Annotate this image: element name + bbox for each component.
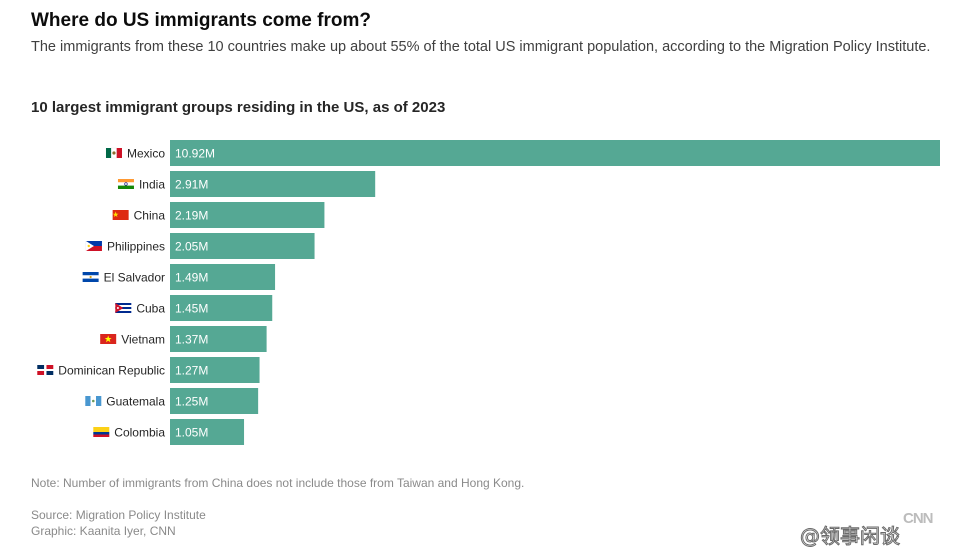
flag-stripe [115, 311, 132, 313]
flag-stripe [85, 396, 91, 406]
category-label: Dominican Republic [58, 364, 165, 378]
flag-triangle [115, 303, 124, 313]
data-label: 2.91M [175, 178, 208, 192]
flag-guatemala-icon [85, 396, 102, 406]
flag-india-icon [117, 179, 134, 189]
data-label: 2.19M [175, 209, 208, 223]
flag-mexico-icon [105, 147, 122, 159]
flag-stripe [82, 272, 99, 276]
flag-star [112, 211, 119, 217]
flag-star [116, 307, 119, 309]
category-label: Colombia [114, 426, 165, 440]
flag-dominican-republic-icon [37, 365, 54, 375]
flag-philippines-icon [85, 241, 102, 251]
weibo-watermark: @领事闲谈 [800, 524, 901, 549]
flag-stripe [93, 427, 110, 432]
category-label: Mexico [127, 147, 165, 161]
category-label: El Salvador [104, 271, 165, 285]
data-label: 2.05M [175, 240, 208, 254]
category-label: Vietnam [121, 333, 165, 347]
data-label: 1.37M [175, 333, 208, 347]
chart-credits: Source: Migration Policy Institute Graph… [31, 507, 206, 539]
flag-quarter [37, 371, 45, 375]
flag-stripe [117, 179, 134, 183]
flag-stripe [116, 148, 122, 158]
flag-stripe [85, 246, 102, 251]
category-label: Philippines [107, 240, 165, 254]
category-label: Guatemala [106, 395, 165, 409]
flag-field [112, 210, 129, 220]
data-label: 1.49M [175, 271, 208, 285]
data-label: 1.45M [175, 302, 208, 316]
flag-star [104, 335, 112, 343]
source-text: Source: Migration Policy Institute [31, 508, 206, 522]
flag-emblem [112, 151, 116, 155]
category-label: Cuba [136, 302, 165, 316]
chart-title: Where do US immigrants come from? [31, 10, 371, 31]
flag-vietnam-icon [100, 334, 117, 344]
data-label: 1.25M [175, 395, 208, 409]
graphic-credit-text: Graphic: Kaanita Iyer, CNN [31, 524, 176, 538]
flag-stripe [95, 396, 102, 406]
flag-quarter [46, 365, 54, 369]
flag-stripe [93, 432, 110, 435]
flag-sun [87, 244, 90, 248]
flag-el-salvador-icon [82, 272, 99, 282]
chart-heading: 10 largest immigrant groups residing in … [31, 99, 446, 116]
flag-cuba-icon [115, 303, 132, 313]
flag-stripe [117, 185, 134, 189]
flag-emblem [91, 399, 95, 403]
data-label: 10.92M [175, 147, 215, 161]
data-label: 1.05M [175, 426, 208, 440]
bar [170, 140, 940, 166]
bar [170, 326, 267, 352]
flag-emblem [124, 182, 128, 186]
bar-chart: Mexico 10.92M India 2.91M China 2.19M Philippi… [37, 140, 940, 445]
flag-stripe [115, 309, 132, 311]
bar [170, 233, 315, 259]
data-label: 1.27M [175, 364, 208, 378]
bar [170, 419, 245, 445]
flag-colombia-icon [93, 427, 110, 437]
flag-stripe [82, 278, 99, 282]
flag-stripe [117, 182, 134, 186]
bar [170, 388, 259, 414]
flag-quarter [46, 371, 54, 375]
flag-china-icon [112, 210, 129, 220]
flag-stripe [85, 241, 102, 246]
flag-stripe [105, 148, 112, 158]
flag-quarter [37, 365, 45, 369]
bar [170, 357, 260, 383]
bar [170, 202, 325, 228]
flag-emblem [89, 275, 92, 279]
flag-stripe [115, 305, 132, 307]
chart-subtitle: The immigrants from these 10 countries m… [31, 39, 931, 55]
category-label: India [139, 178, 165, 192]
bar [170, 295, 273, 321]
flag-field [37, 365, 54, 375]
bar [170, 171, 376, 197]
flag-stripe [93, 434, 110, 437]
cnn-logo: CNN [903, 510, 933, 527]
category-label: China [134, 209, 166, 223]
flag-stripe [115, 303, 132, 305]
chart-note: Note: Number of immigrants from China do… [31, 476, 525, 490]
bar [170, 264, 276, 290]
